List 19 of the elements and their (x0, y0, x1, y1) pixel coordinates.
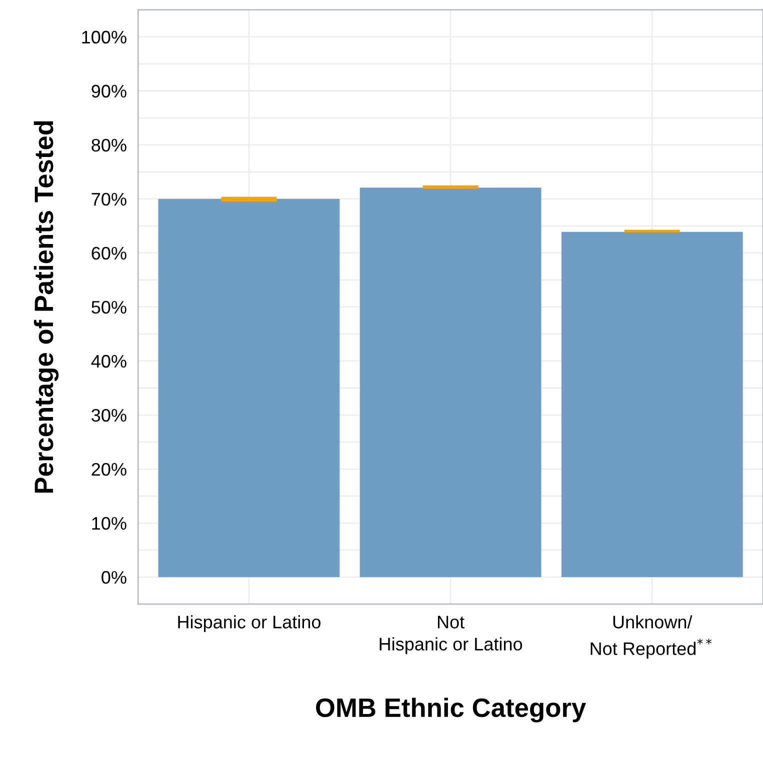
x-tick-label: Not Hispanic or Latino (380, 616, 522, 654)
y-tick-label: 70% (92, 192, 126, 206)
y-tick-label: 0% (102, 571, 126, 584)
x-tick-label: Hispanic or Latino (178, 615, 320, 632)
y-tick-label: 10% (92, 516, 126, 530)
x-tick-label: Unknown/ Not Reported$^{**}$ (590, 615, 712, 659)
y-tick-label: 20% (92, 462, 126, 476)
y-tick-label: 50% (92, 300, 126, 314)
y-tick-label: 60% (92, 246, 126, 260)
y-axis-title: Percentage of Patients Tested (34, 121, 59, 493)
bar (360, 188, 542, 578)
y-tick-label: 30% (92, 408, 126, 422)
bar (561, 232, 743, 578)
y-tick-label: 80% (92, 138, 126, 152)
y-tick-label: 100% (82, 30, 126, 44)
y-tick-label: 40% (91, 354, 126, 368)
y-tick-label: 90% (92, 84, 126, 98)
x-axis-title: OMB Ethnic Category (316, 698, 586, 722)
bar (158, 198, 340, 578)
